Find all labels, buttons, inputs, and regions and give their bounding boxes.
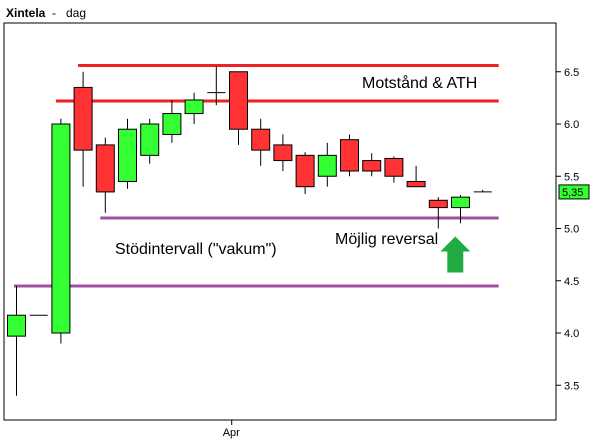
candle	[362, 153, 382, 177]
candle-body	[251, 128, 271, 151]
candle-body	[229, 71, 248, 130]
candle-body	[451, 196, 470, 209]
y-tick-label: 6.0	[564, 119, 579, 131]
y-axis: 3.5 4.0 4.5 5.0 5.5 6.0 6.5 5,35	[556, 67, 590, 392]
candle-body	[340, 139, 359, 172]
candle	[384, 156, 404, 183]
candle-body	[362, 160, 382, 172]
candle-body	[140, 123, 160, 156]
y-tick-label: 5.0	[564, 224, 579, 236]
candle	[73, 71, 93, 187]
annotations: Motstånd & ATH Stödintervall ("vakum") M…	[115, 74, 477, 273]
candle-body	[51, 123, 71, 334]
candles	[7, 66, 492, 396]
candle-body	[7, 314, 26, 337]
y-tick-label: 4.0	[564, 328, 579, 340]
y-tick-label: 4.5	[564, 276, 579, 288]
chart-title-separator: -	[52, 6, 56, 20]
candle	[406, 165, 426, 188]
y-tick-label: 5.5	[564, 171, 579, 183]
x-axis: Apr	[223, 420, 240, 439]
candle-body	[73, 86, 93, 151]
candle	[95, 137, 115, 213]
candle	[317, 142, 337, 187]
candle	[7, 285, 26, 396]
candle	[340, 134, 359, 177]
candle	[140, 118, 160, 164]
candle	[229, 71, 248, 145]
level-lines	[14, 63, 499, 288]
y-tick-label: 6.5	[564, 67, 579, 79]
candle-body	[428, 199, 448, 209]
last-price-box	[558, 184, 590, 200]
chart-title: Xintela	[6, 6, 46, 20]
candle-body	[273, 144, 293, 162]
candle	[295, 152, 315, 195]
candle-body	[317, 154, 337, 177]
plot-area-frame	[3, 22, 557, 421]
y-tick-label: 3.5	[564, 380, 579, 392]
candle	[273, 134, 293, 172]
candle	[162, 99, 182, 143]
candle-body	[384, 157, 404, 177]
last-price-label: 5,35	[562, 187, 583, 199]
candle	[207, 66, 226, 106]
candle	[51, 118, 71, 344]
x-tick-label: Apr	[223, 427, 240, 439]
candle-body	[295, 154, 315, 188]
candle	[451, 195, 470, 224]
candle	[251, 118, 271, 166]
annotation-resistance: Motstånd & ATH	[362, 74, 477, 92]
candle	[428, 197, 448, 229]
candle	[118, 118, 137, 189]
candle-body	[162, 113, 182, 135]
candle-body	[95, 144, 115, 193]
reversal-up-arrow-icon	[440, 236, 471, 273]
candle	[473, 189, 492, 193]
candle-body	[406, 180, 426, 188]
candle-body	[118, 128, 137, 182]
candle-body	[184, 99, 204, 115]
chart-subtitle: dag	[66, 6, 86, 20]
candle	[184, 92, 204, 124]
annotation-support: Stödintervall ("vakum")	[115, 241, 277, 258]
annotation-reversal: Möjlig reversal	[335, 231, 438, 248]
